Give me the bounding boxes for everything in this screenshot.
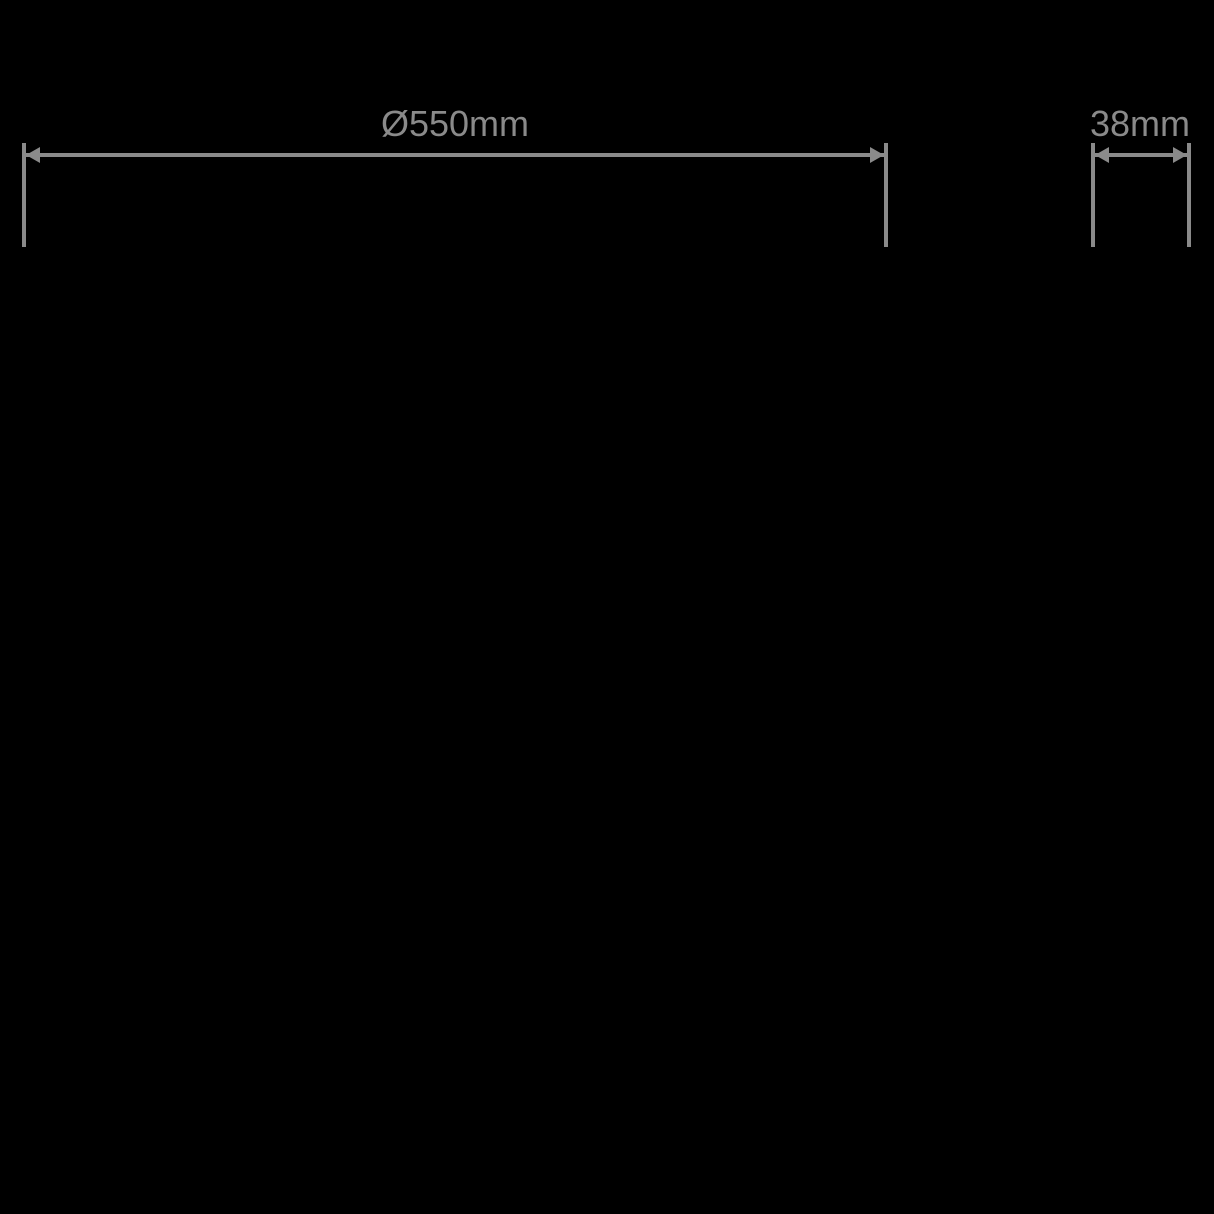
- extension-line-right: [1187, 143, 1191, 247]
- extension-line-left: [1091, 143, 1095, 247]
- arrow-left-icon: [26, 147, 40, 163]
- dimension-line: [1095, 153, 1187, 157]
- arrow-right-icon: [1173, 147, 1187, 163]
- dimension-diameter-label: Ø550mm: [380, 103, 530, 144]
- dimension-thickness-label: 38mm: [1089, 103, 1191, 144]
- arrow-right-icon: [870, 147, 884, 163]
- arrow-left-icon: [1095, 147, 1109, 163]
- dimension-line: [26, 153, 884, 157]
- extension-line-right: [884, 143, 888, 247]
- extension-line-left: [22, 143, 26, 247]
